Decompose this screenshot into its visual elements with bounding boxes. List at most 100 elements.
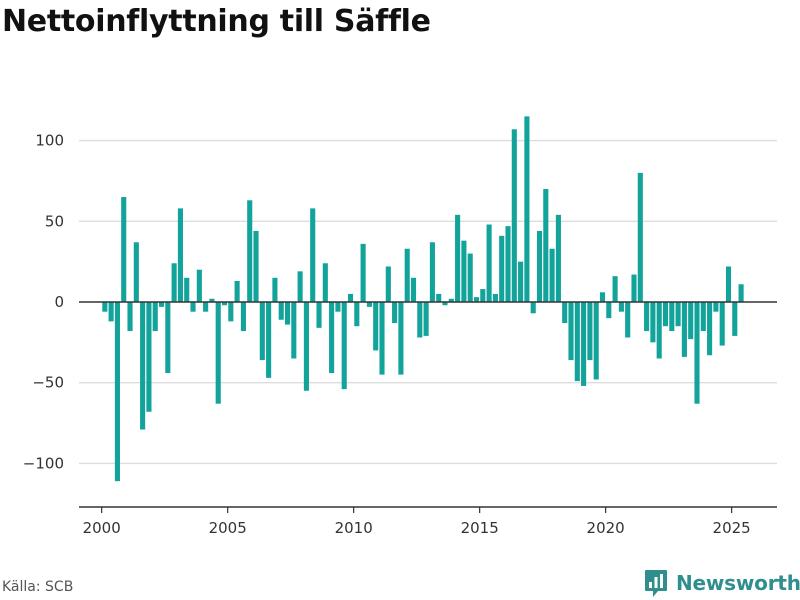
bar bbox=[266, 302, 272, 378]
bar bbox=[662, 302, 669, 327]
bar bbox=[347, 293, 354, 302]
bar bbox=[587, 302, 593, 361]
bar bbox=[335, 302, 341, 312]
bar bbox=[379, 302, 385, 375]
chart-title: Nettoinflyttning till Säffle bbox=[2, 4, 431, 39]
bar bbox=[196, 269, 202, 302]
bar bbox=[303, 302, 309, 391]
bar bbox=[700, 302, 706, 332]
bar bbox=[165, 302, 171, 374]
x-tick-label: 2020 bbox=[587, 519, 625, 537]
bar bbox=[184, 277, 190, 302]
bar bbox=[694, 302, 700, 404]
bars bbox=[102, 116, 744, 482]
bar bbox=[707, 302, 713, 356]
y-tick-label: −100 bbox=[23, 454, 64, 472]
bar bbox=[713, 302, 719, 312]
bar bbox=[650, 302, 656, 343]
x-tick-label: 2000 bbox=[83, 519, 121, 537]
x-axis: 2000 2005 2010 2015 2020 2025 bbox=[79, 506, 777, 537]
bar bbox=[486, 224, 492, 302]
y-tick-label: 50 bbox=[45, 212, 64, 230]
bar bbox=[121, 197, 127, 302]
bar bbox=[644, 302, 650, 332]
bar bbox=[102, 302, 108, 312]
bar bbox=[637, 172, 643, 302]
bar bbox=[480, 289, 486, 302]
bar bbox=[442, 302, 448, 306]
bar bbox=[467, 253, 473, 302]
bar bbox=[316, 302, 322, 328]
y-axis-labels: −100 −50 0 50 100 bbox=[23, 132, 64, 473]
bar bbox=[190, 302, 196, 312]
bar bbox=[177, 208, 183, 302]
bar bbox=[341, 302, 347, 390]
bar bbox=[158, 302, 165, 307]
bar bbox=[656, 302, 662, 359]
x-tick-label: 2010 bbox=[335, 519, 373, 537]
bar bbox=[492, 293, 498, 302]
bar bbox=[448, 298, 454, 302]
bar bbox=[675, 302, 681, 327]
bar bbox=[114, 302, 120, 482]
x-tick-label: 2025 bbox=[713, 519, 751, 537]
bar bbox=[599, 292, 606, 302]
bar bbox=[562, 302, 568, 323]
bar bbox=[725, 266, 732, 302]
bar bbox=[203, 302, 209, 312]
bar bbox=[253, 230, 259, 302]
bar bbox=[511, 129, 517, 302]
bar bbox=[140, 302, 146, 430]
bar bbox=[385, 266, 391, 302]
brand-name: Newsworthy bbox=[676, 571, 800, 595]
bar bbox=[461, 240, 467, 302]
brand-logo[interactable]: Newsworthy bbox=[644, 568, 800, 598]
bar bbox=[310, 208, 316, 302]
bar bbox=[738, 284, 744, 302]
bar bbox=[108, 302, 114, 322]
bar bbox=[259, 302, 265, 361]
bar bbox=[209, 298, 215, 302]
bar bbox=[618, 302, 624, 312]
bar bbox=[549, 248, 555, 302]
bar bbox=[404, 248, 410, 302]
bar bbox=[606, 302, 612, 319]
bar bbox=[360, 243, 366, 302]
bar bbox=[392, 302, 398, 323]
bar bbox=[272, 277, 278, 302]
bar bbox=[373, 302, 379, 351]
source-note: Källa: SCB bbox=[2, 579, 74, 595]
x-tick-label: 2005 bbox=[209, 519, 247, 537]
bar bbox=[410, 277, 417, 302]
bar bbox=[322, 263, 328, 302]
bar bbox=[297, 271, 303, 302]
bar bbox=[612, 276, 618, 302]
bar bbox=[436, 293, 442, 302]
bar bbox=[398, 302, 404, 375]
bar bbox=[417, 302, 423, 338]
bar bbox=[228, 302, 234, 322]
bar bbox=[329, 302, 335, 374]
bar bbox=[568, 302, 574, 361]
bar bbox=[234, 281, 240, 302]
bar bbox=[152, 302, 158, 332]
bar bbox=[530, 302, 536, 314]
x-tick-label: 2015 bbox=[461, 519, 499, 537]
y-tick-label: 0 bbox=[54, 293, 64, 311]
bar bbox=[719, 302, 725, 346]
bar bbox=[354, 302, 360, 327]
bar bbox=[291, 302, 297, 359]
bar bbox=[284, 302, 291, 325]
bar bbox=[473, 297, 480, 302]
y-tick-label: −50 bbox=[32, 374, 64, 392]
bar bbox=[278, 302, 284, 320]
bar bbox=[688, 302, 694, 340]
bar bbox=[669, 302, 675, 332]
bar bbox=[505, 226, 511, 302]
bar bbox=[681, 302, 687, 357]
newsworthy-logo-icon bbox=[645, 570, 667, 597]
bar bbox=[247, 200, 253, 302]
bar bbox=[429, 242, 435, 302]
bar bbox=[732, 302, 738, 336]
